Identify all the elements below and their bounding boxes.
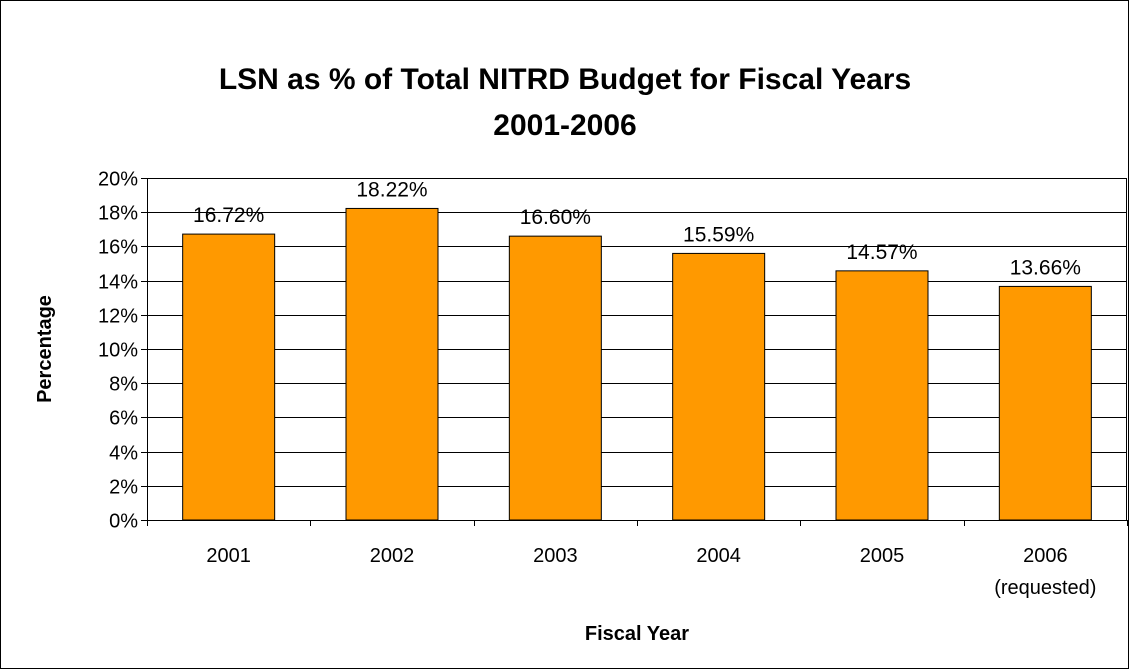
y-tick-label: 6% — [109, 408, 138, 430]
bar-2005 — [835, 270, 929, 521]
y-tick-label: 4% — [109, 443, 138, 465]
x-tick-label: 2002 — [370, 545, 415, 567]
x-tick-label: 2004 — [696, 545, 741, 567]
y-tick-label: 16% — [98, 237, 138, 259]
x-tick-label: 2003 — [533, 545, 578, 567]
data-label: 18.22% — [356, 178, 427, 201]
y-tick-label: 8% — [109, 374, 138, 396]
y-tick-label: 20% — [98, 169, 138, 191]
bars — [182, 207, 1092, 521]
x-tick-label: 2006 — [1023, 545, 1068, 567]
y-tick-label: 12% — [98, 306, 138, 328]
data-label: 16.72% — [193, 204, 264, 227]
gridlines — [147, 178, 1127, 520]
y-tick-label: 0% — [109, 511, 138, 533]
data-labels: 16.72% 18.22% 16.60% 15.59% 14.57% 13.66% — [193, 178, 1081, 279]
bar-2002 — [345, 207, 439, 521]
bar-2004 — [672, 252, 766, 521]
data-label: 15.59% — [683, 223, 754, 246]
x-axis-title: Fiscal Year — [585, 623, 689, 645]
chart-subtitle: 2001-2006 — [493, 109, 636, 142]
bar-2001 — [182, 233, 276, 521]
data-label: 16.60% — [520, 206, 591, 229]
y-axis-title: Percentage — [34, 295, 56, 403]
data-label: 14.57% — [846, 241, 917, 264]
x-tick-label: 2001 — [206, 545, 251, 567]
bar-2006 — [998, 285, 1092, 521]
bar-2003 — [508, 235, 602, 521]
x-tick-sublabel: (requested) — [994, 577, 1096, 599]
y-tick-label: 14% — [98, 272, 138, 294]
chart-title: LSN as % of Total NITRD Budget for Fisca… — [219, 63, 911, 96]
x-tick-label: 2005 — [860, 545, 905, 567]
x-axis: 2001 2002 2003 2004 2005 2006 (requested) — [147, 520, 1128, 599]
y-tick-label: 18% — [98, 203, 138, 225]
y-tick-label: 2% — [109, 477, 138, 499]
y-tick-label: 10% — [98, 340, 138, 362]
y-axis: 0% 2% 4% 6% 8% 10% 12% 14% 16% 18% 20% — [98, 169, 148, 533]
data-label: 13.66% — [1010, 256, 1081, 279]
